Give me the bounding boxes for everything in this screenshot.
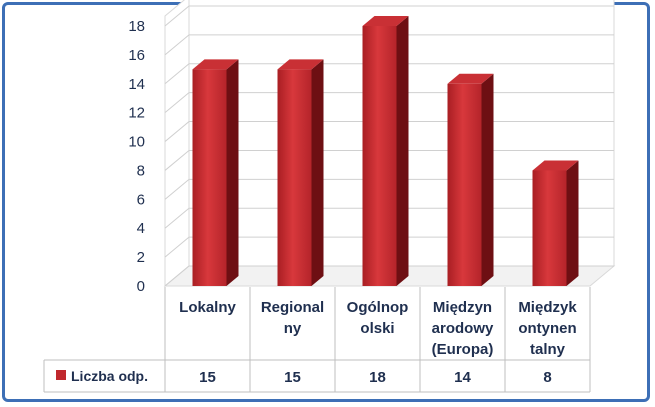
y-tick-label: 4 <box>137 220 145 237</box>
bar-front <box>192 69 227 286</box>
bar-top <box>362 16 409 26</box>
data-table: Lokalny Regional ny Ogólnop olski Międzyn arod… <box>43 287 591 393</box>
data-value-label: 8 <box>543 369 551 386</box>
data-value-label: 14 <box>454 369 471 386</box>
bar-side <box>481 73 494 287</box>
x-category-label: (Europa) <box>432 341 494 358</box>
x-category-label: arodowy <box>432 320 494 337</box>
bar <box>362 16 409 286</box>
bar <box>192 59 239 287</box>
bar-front <box>532 170 567 286</box>
gridline <box>164 63 614 85</box>
y-tick-label: 14 <box>128 76 145 93</box>
data-value-label: 18 <box>369 369 386 386</box>
bar-front <box>447 83 482 287</box>
bar <box>277 59 324 287</box>
y-tick-label: 12 <box>128 105 145 122</box>
bar-front <box>362 26 397 286</box>
y-tick-label: 0 <box>137 278 145 295</box>
bar-side <box>566 160 579 286</box>
bar-side <box>396 16 409 286</box>
x-category-label: Regional <box>261 299 324 316</box>
bar-top <box>192 59 239 70</box>
legend-label: Liczba odp. <box>71 368 148 384</box>
x-category-label: Lokalny <box>179 299 236 316</box>
x-category-label: Międzyn <box>433 299 492 316</box>
y-tick-label: 10 <box>128 134 145 151</box>
x-category-label: Ogólnop <box>347 299 409 316</box>
x-category-label: ny <box>284 320 302 337</box>
x-category-label: ontynen <box>518 320 576 337</box>
gridline <box>164 5 614 27</box>
bar-top <box>532 160 579 171</box>
data-value-label: 15 <box>199 369 216 386</box>
bar <box>447 73 494 287</box>
gridline <box>164 34 614 56</box>
side-wall <box>164 0 190 288</box>
x-category-label: Międzyk <box>518 299 577 316</box>
bar-front <box>277 69 312 286</box>
x-category-label: olski <box>360 320 394 337</box>
bar-side <box>311 59 324 287</box>
y-tick-label: 16 <box>128 47 145 64</box>
y-tick-label: 8 <box>137 162 145 179</box>
bar-top <box>447 73 494 84</box>
y-tick-label: 6 <box>137 191 145 208</box>
legend-swatch <box>56 370 66 380</box>
bar-top <box>277 59 324 70</box>
bar-side <box>226 59 239 287</box>
y-tick-label: 18 <box>128 18 145 35</box>
y-tick-label: 2 <box>137 249 145 266</box>
bar <box>532 160 579 286</box>
data-value-label: 15 <box>284 369 301 386</box>
x-category-label: talny <box>530 341 566 358</box>
